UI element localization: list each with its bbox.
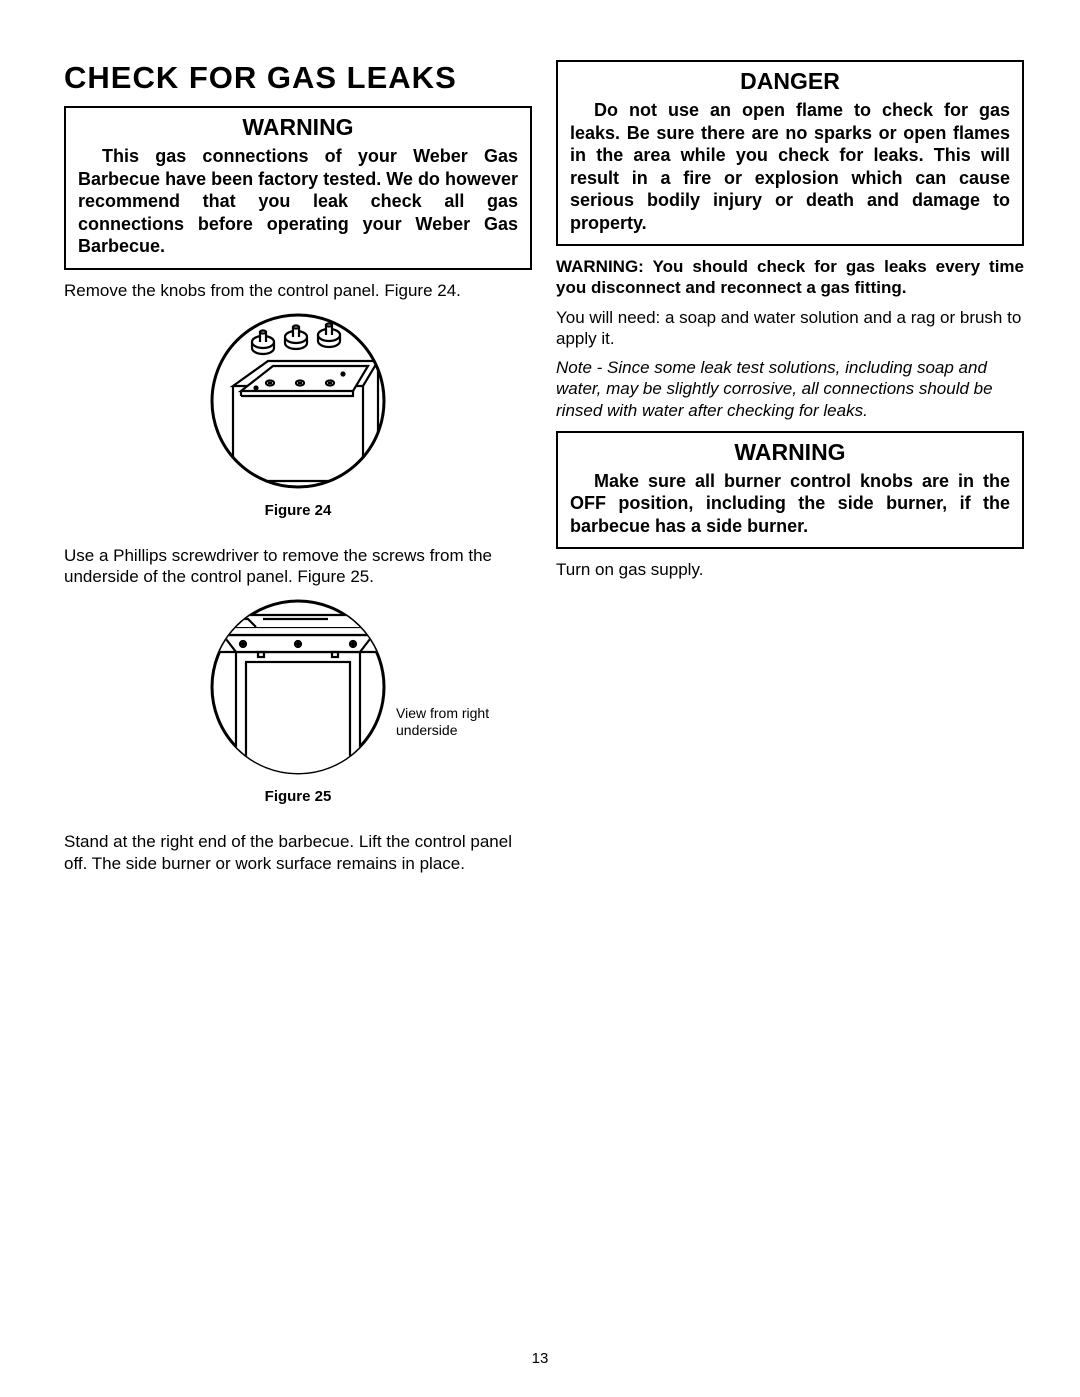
warning-box-2: WARNING Make sure all burner control kno… [556, 431, 1024, 550]
figure-24-caption: Figure 24 [64, 502, 532, 519]
figure-24-svg [208, 311, 388, 491]
right-note: Note - Since some leak test solutions, i… [556, 357, 1024, 421]
danger-body: Do not use an open flame to check for ga… [570, 99, 1010, 234]
left-para2: Use a Phillips screwdriver to remove the… [64, 545, 532, 588]
danger-title: DANGER [570, 68, 1010, 95]
page: CHECK FOR GAS LEAKS WARNING This gas con… [0, 0, 1080, 922]
right-para2: Turn on gas supply. [556, 559, 1024, 580]
warning2-title: WARNING [570, 439, 1010, 466]
warning1-body: This gas connections of your Weber Gas B… [78, 145, 518, 258]
left-para3: Stand at the right end of the barbecue. … [64, 831, 532, 874]
section-title: CHECK FOR GAS LEAKS [64, 60, 532, 96]
figure-25-caption: Figure 25 [64, 788, 532, 805]
figure-25-svg [208, 597, 388, 777]
two-column-layout: CHECK FOR GAS LEAKS WARNING This gas con… [64, 60, 1024, 882]
page-number: 13 [0, 1350, 1080, 1367]
warning1-title: WARNING [78, 114, 518, 141]
warning2-body: Make sure all burner control knobs are i… [570, 470, 1010, 538]
warning-box-1: WARNING This gas connections of your Web… [64, 106, 532, 270]
left-para1: Remove the knobs from the control panel.… [64, 280, 532, 301]
left-column: CHECK FOR GAS LEAKS WARNING This gas con… [64, 60, 532, 882]
right-bold-para: WARNING: You should check for gas leaks … [556, 256, 1024, 299]
figure-24: Figure 24 [64, 311, 532, 519]
fig25-annot-line2: underside [396, 722, 458, 738]
danger-box: DANGER Do not use an open flame to check… [556, 60, 1024, 246]
right-para1: You will need: a soap and water solution… [556, 307, 1024, 350]
figure-25: View from right underside Figure 25 [64, 597, 532, 805]
right-column: DANGER Do not use an open flame to check… [556, 60, 1024, 882]
figure-25-annotation: View from right underside [396, 705, 516, 739]
fig25-annot-line1: View from right [396, 705, 489, 721]
